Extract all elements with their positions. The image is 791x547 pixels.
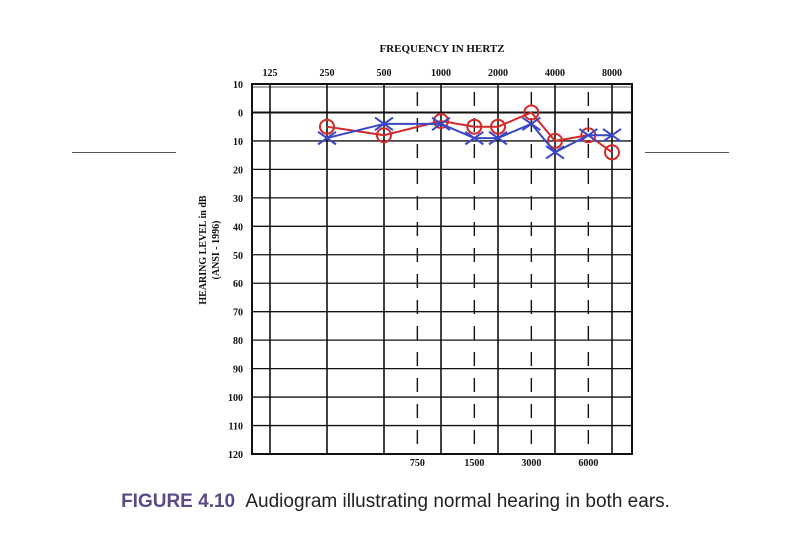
y-tick-label: 80 (233, 336, 243, 347)
y-axis-label: HEARING LEVEL in dB (198, 195, 209, 305)
x-marker-stroke (464, 130, 484, 146)
figure-caption: FIGURE 4.10 Audiogram illustrating norma… (0, 491, 791, 513)
circle-marker (547, 132, 563, 149)
x-marker-stroke (431, 116, 451, 131)
y-tick-label: 100 (228, 393, 243, 404)
circle-marker (466, 118, 483, 135)
x-marker-stroke (578, 128, 598, 143)
y-tick-label: 110 (229, 422, 243, 433)
bottom-tick-label: 1500 (464, 458, 484, 469)
y-tick-label: 0 (238, 108, 243, 119)
bottom-tick-label: 3000 (521, 458, 541, 469)
y-tick-label: 30 (233, 194, 243, 205)
x-marker-stroke (521, 116, 541, 131)
y-tick-label: 120 (228, 450, 243, 461)
y-tick-label: 70 (233, 308, 243, 319)
x-marker-stroke (317, 130, 337, 146)
x-marker (521, 116, 541, 131)
x-marker-stroke (545, 145, 565, 160)
y-tick-label: 40 (233, 222, 243, 233)
left-rule (72, 152, 176, 153)
x-marker (464, 130, 484, 146)
y-axis-sublabel: (ANSI - 1996) (211, 221, 222, 280)
y-tick-label: 50 (233, 251, 243, 262)
x-marker (578, 128, 598, 143)
top-tick-label: 250 (320, 68, 335, 79)
x-marker (317, 130, 337, 146)
y-tick-label: 10 (233, 137, 243, 148)
x-marker (545, 145, 565, 160)
top-tick-label: 4000 (545, 68, 565, 79)
circle-marker (604, 144, 620, 161)
circle-marker (319, 118, 335, 135)
circle-marker (490, 118, 506, 135)
right-rule (645, 152, 729, 153)
y-tick-label: 20 (233, 165, 243, 176)
plot-frame (251, 83, 633, 455)
y-tick-label: 90 (233, 365, 243, 376)
x-marker-stroke (602, 128, 622, 143)
x-marker (431, 116, 451, 131)
top-tick-label: 2000 (488, 68, 508, 79)
top-tick-label: 8000 (602, 68, 622, 79)
circle-marker (523, 104, 540, 121)
y-tick-label: 60 (233, 279, 243, 290)
x-marker-stroke (488, 130, 508, 146)
circle-marker (376, 127, 392, 144)
caption-text: Audiogram illustrating normal hearing in… (245, 491, 670, 512)
x-marker (374, 116, 394, 131)
bottom-tick-label: 6000 (578, 458, 598, 469)
caption-label: FIGURE 4.10 (121, 491, 236, 512)
top-tick-label: 125 (263, 68, 278, 79)
chart-title: FREQUENCY IN HERTZ (379, 43, 504, 55)
y-tick-label: 10 (233, 80, 243, 91)
series-line (326, 111, 613, 154)
circle-marker (433, 113, 449, 129)
top-tick-label: 500 (377, 68, 392, 79)
x-marker-stroke (374, 116, 394, 131)
x-marker (488, 130, 508, 146)
bottom-tick-label: 750 (410, 458, 425, 469)
x-marker (602, 128, 622, 143)
top-tick-label: 1000 (431, 68, 451, 79)
